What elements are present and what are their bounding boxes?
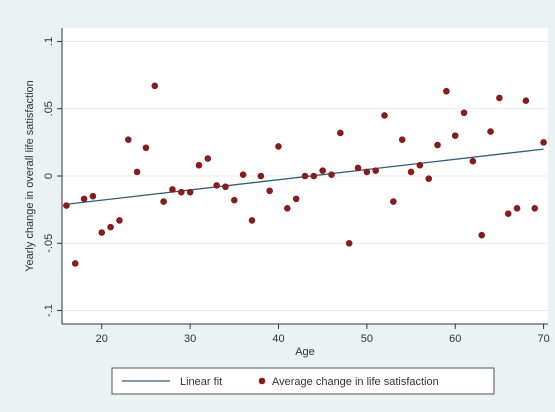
data-point — [354, 164, 362, 172]
data-point — [231, 196, 238, 204]
data-point — [434, 141, 441, 149]
data-point — [504, 210, 512, 217]
data-point — [80, 195, 88, 203]
y-tick-label: -.05 — [43, 234, 55, 253]
data-point — [416, 161, 424, 169]
data-point — [398, 136, 406, 143]
y-tick-label: .05 — [43, 101, 55, 116]
data-point — [407, 168, 415, 176]
legend-point-swatch — [258, 377, 266, 385]
data-point — [257, 172, 265, 180]
data-point — [381, 112, 388, 119]
y-tick-label: -.1 — [43, 304, 55, 317]
data-point — [540, 139, 547, 146]
data-point — [195, 161, 203, 169]
data-point — [275, 143, 282, 150]
data-point — [133, 168, 141, 176]
data-point — [345, 239, 353, 247]
data-point — [186, 188, 194, 196]
data-point — [142, 144, 150, 152]
data-point — [451, 132, 459, 139]
y-axis-title: Yearly change in overall life satisfacti… — [24, 80, 36, 272]
data-point — [337, 129, 344, 137]
legend-label: Linear fit — [180, 376, 222, 388]
y-tick-label: 0 — [43, 173, 55, 179]
data-point — [284, 204, 291, 212]
y-tick-label: .1 — [43, 37, 55, 46]
data-point — [487, 128, 494, 135]
data-point — [469, 157, 477, 165]
data-point — [310, 172, 318, 180]
data-point — [239, 171, 247, 178]
data-point — [151, 82, 159, 90]
x-tick-label: 40 — [272, 333, 284, 345]
data-point — [319, 167, 326, 174]
data-point — [363, 168, 371, 176]
data-point — [89, 192, 97, 200]
data-point — [513, 204, 521, 212]
data-point — [204, 155, 212, 162]
x-tick-label: 60 — [449, 333, 461, 345]
legend-label: Average change in life satisfaction — [272, 376, 439, 388]
x-tick-label: 70 — [537, 333, 549, 345]
data-point — [328, 171, 335, 178]
data-point — [301, 172, 309, 180]
data-point — [63, 202, 70, 209]
data-point — [107, 223, 114, 231]
data-point — [213, 182, 220, 189]
data-point — [116, 217, 123, 224]
y-axis: -.1 -.05 0 .05 .1 — [43, 28, 63, 324]
x-tick-label: 20 — [96, 333, 108, 345]
data-point — [496, 94, 503, 102]
x-tick-label: 30 — [184, 333, 196, 345]
data-point — [160, 198, 167, 205]
data-point — [292, 195, 300, 203]
x-tick-label: 50 — [361, 333, 373, 345]
x-axis-title: Age — [295, 346, 315, 358]
data-point — [390, 198, 397, 205]
data-point — [248, 217, 256, 224]
data-marks — [63, 82, 547, 267]
data-point — [222, 183, 229, 191]
data-point — [478, 231, 486, 239]
data-point — [425, 175, 433, 182]
data-point — [124, 136, 132, 143]
x-axis: 20 30 40 50 60 70 — [62, 323, 550, 345]
data-point — [177, 188, 185, 196]
data-point — [531, 204, 539, 212]
data-point — [169, 186, 176, 193]
data-point — [372, 167, 379, 174]
data-point — [460, 109, 468, 117]
data-point — [71, 260, 79, 267]
legend: Linear fit Average change in life satisfa… — [111, 367, 495, 395]
data-point — [266, 187, 273, 195]
data-point — [522, 97, 530, 104]
data-point — [443, 87, 450, 95]
legend-box — [111, 367, 495, 395]
data-point — [98, 229, 106, 236]
